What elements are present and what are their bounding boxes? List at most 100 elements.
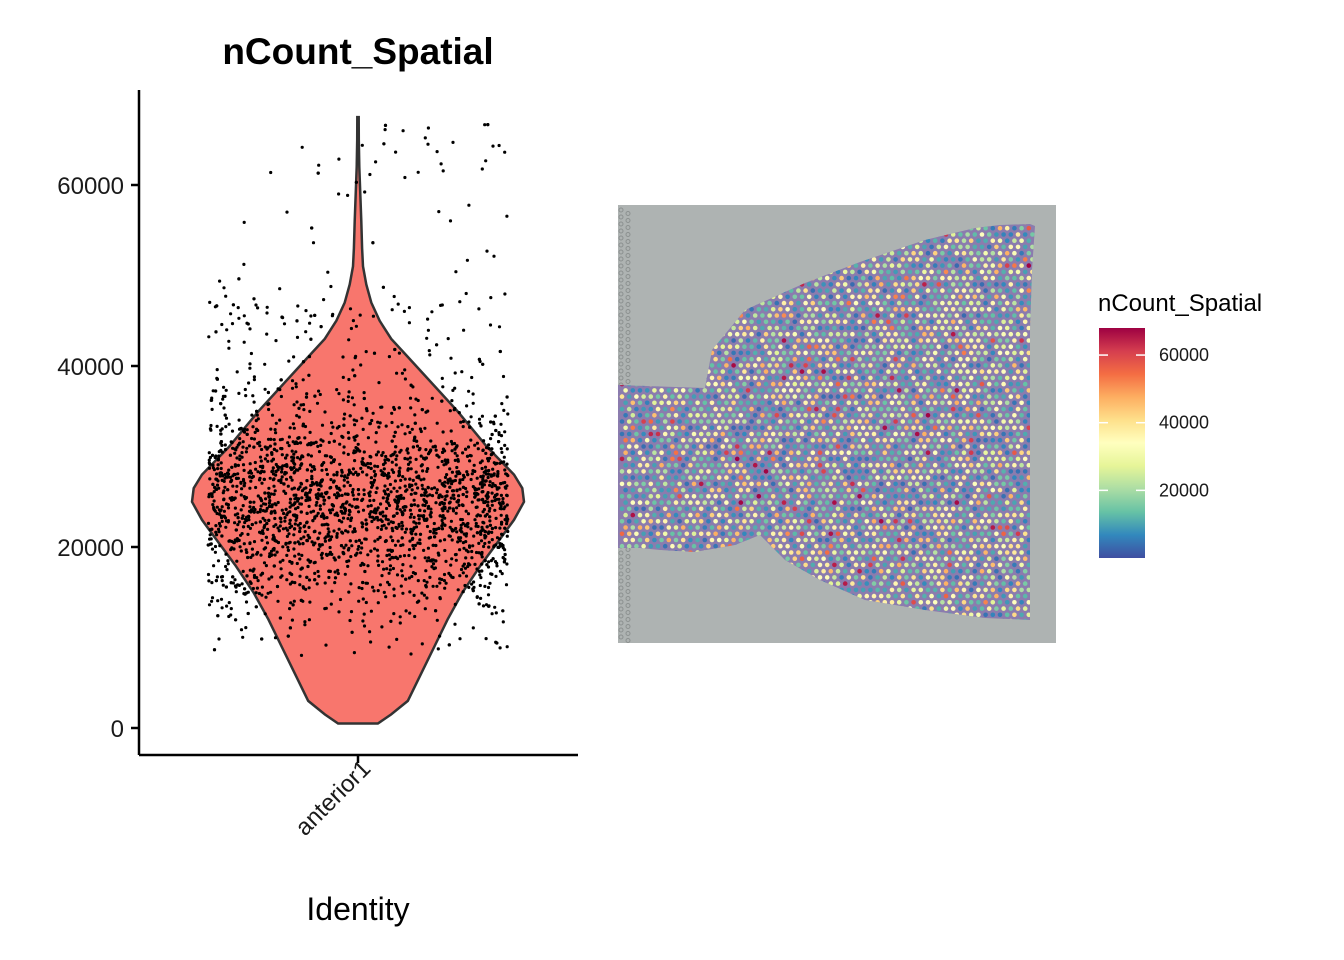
violin-point (207, 522, 210, 525)
violin-point (392, 567, 395, 570)
violin-point (254, 303, 257, 306)
violin-point (426, 410, 429, 413)
spatial-spot (1027, 288, 1032, 293)
spatial-spot (749, 444, 754, 449)
violin-point (252, 568, 255, 571)
spatial-spot (951, 444, 956, 449)
spatial-spot (879, 282, 884, 287)
spatial-spot (721, 357, 726, 362)
spatial-spot (875, 301, 880, 306)
spatial-spot (987, 320, 992, 325)
violin-point (347, 395, 350, 398)
violin-point (360, 417, 363, 420)
violin-point (385, 539, 388, 542)
violin-point (312, 241, 315, 244)
spatial-spot (749, 419, 754, 424)
violin-point (418, 522, 421, 525)
violin-point (368, 422, 371, 425)
spatial-spot (703, 413, 708, 418)
violin-point (340, 544, 343, 547)
spatial-spot (904, 251, 909, 256)
spatial-spot (976, 313, 981, 318)
violin-point (292, 503, 295, 506)
violin-point (420, 430, 423, 433)
violin-point (481, 449, 484, 452)
violin-point (320, 484, 323, 487)
spatial-spot (1027, 301, 1032, 306)
spatial-spot (1001, 444, 1006, 449)
spatial-spot (645, 388, 650, 393)
spatial-spot (782, 450, 787, 455)
spatial-spot (1009, 320, 1014, 325)
spatial-spot (778, 394, 783, 399)
spatial-spot (749, 369, 754, 374)
spatial-spot (987, 444, 992, 449)
spatial-spot (850, 270, 855, 275)
spatial-spot (908, 344, 913, 349)
violin-point (260, 539, 263, 542)
spatial-spot (793, 394, 798, 399)
spatial-spot (760, 401, 765, 406)
spatial-spot (973, 382, 978, 387)
violin-point (451, 449, 454, 452)
violin-point (298, 502, 301, 505)
spatial-spot (1023, 407, 1028, 412)
spatial-spot (771, 307, 776, 312)
violin-point (482, 604, 485, 607)
violin-point (224, 295, 227, 298)
violin-point (273, 442, 276, 445)
spatial-spot (958, 419, 963, 424)
spatial-spot (875, 313, 880, 318)
spatial-spot (879, 332, 884, 337)
spatial-spot (947, 376, 952, 381)
spatial-spot (649, 394, 654, 399)
spatial-spot (922, 419, 927, 424)
spatial-spot (724, 376, 729, 381)
violin-point (347, 437, 350, 440)
spatial-spot (814, 295, 819, 300)
violin-point (289, 498, 292, 501)
violin-point (248, 362, 251, 365)
spatial-spot (829, 332, 834, 337)
spatial-spot (980, 245, 985, 250)
spatial-spot (980, 394, 985, 399)
violin-point (391, 461, 394, 464)
violin-point (326, 473, 329, 476)
violin-point (500, 514, 503, 517)
violin-point (450, 399, 453, 402)
violin-point (467, 445, 470, 448)
violin-point (240, 493, 243, 496)
spatial-spot (829, 282, 834, 287)
violin-point (238, 520, 241, 523)
violin-point (484, 559, 487, 562)
violin-point (267, 408, 270, 411)
violin-point (235, 528, 238, 531)
violin-point (306, 512, 309, 515)
spatial-spot (929, 432, 934, 437)
spatial-spot (991, 313, 996, 318)
violin-point (327, 570, 330, 573)
spatial-spot (793, 320, 798, 325)
violin-point (412, 445, 415, 448)
violin-point (472, 392, 475, 395)
spatial-spot (638, 438, 643, 443)
violin-point (316, 402, 319, 405)
spatial-spot (825, 288, 830, 293)
violin-point (465, 575, 468, 578)
spatial-spot (897, 363, 902, 368)
violin-point (382, 474, 385, 477)
violin-point (410, 513, 413, 516)
violin-point (437, 210, 440, 213)
violin-point (471, 472, 474, 475)
violin-point (454, 603, 457, 606)
spatial-spot (836, 357, 841, 362)
spatial-spot (818, 376, 823, 381)
spatial-spot (1019, 438, 1024, 443)
spatial-spot (868, 438, 873, 443)
spatial-spot (829, 382, 834, 387)
spatial-spot (818, 326, 823, 331)
violin-point (281, 464, 284, 467)
spatial-spot (915, 257, 920, 262)
spatial-spot (897, 351, 902, 356)
violin-point (273, 448, 276, 451)
